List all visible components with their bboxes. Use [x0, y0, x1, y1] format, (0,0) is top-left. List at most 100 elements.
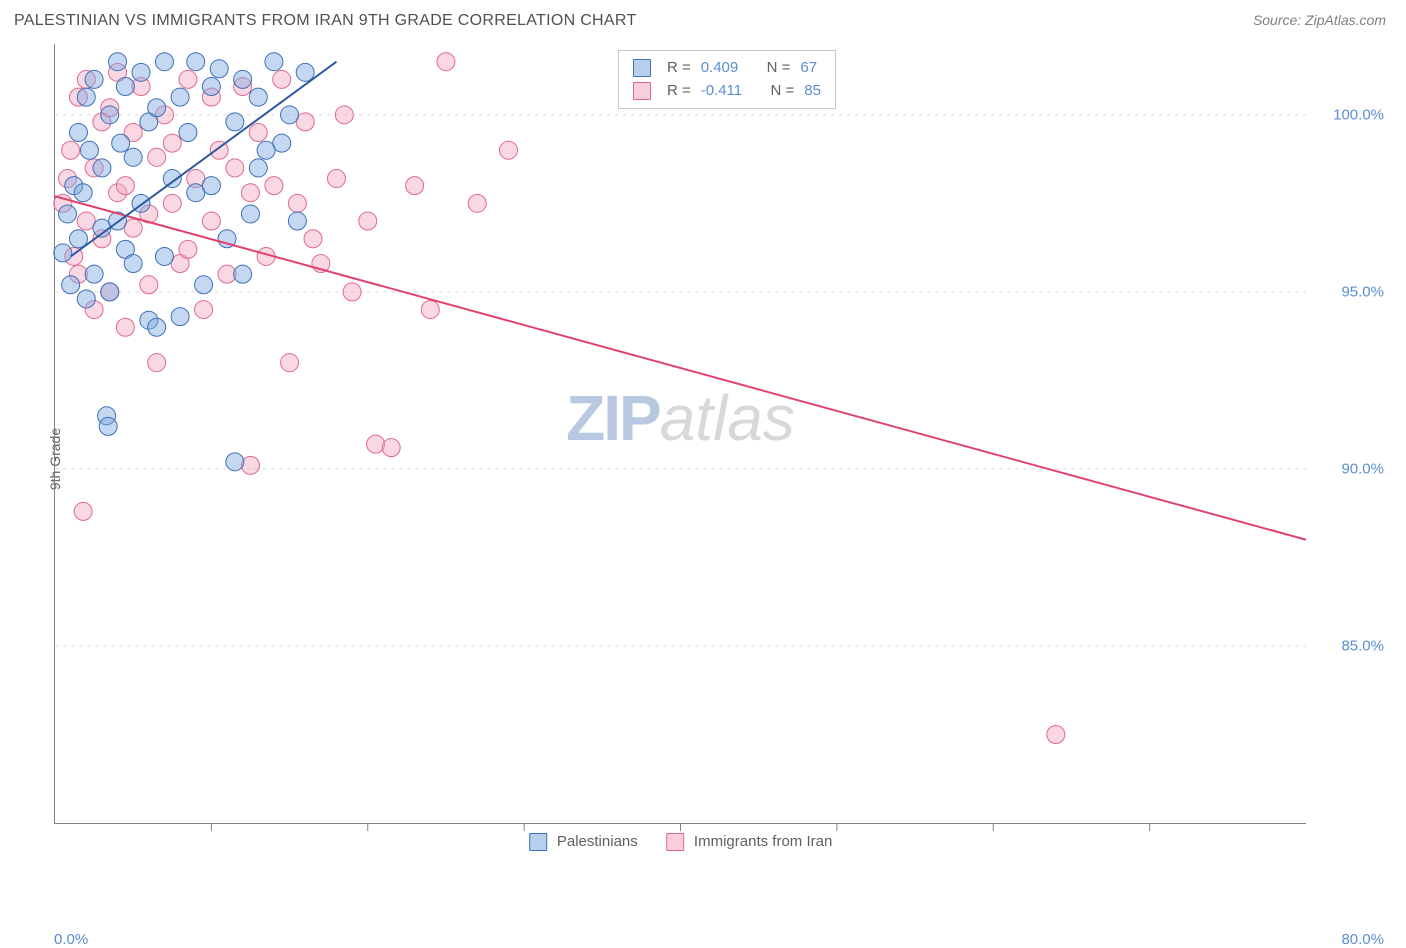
stats-legend-box: R = 0.409 N = 67 R = -0.411 N = 85: [618, 50, 836, 109]
data-point: [74, 502, 92, 520]
n-value-blue: 67: [800, 57, 817, 80]
data-point: [249, 88, 267, 106]
data-point: [155, 247, 173, 265]
legend-item-pink: Immigrants from Iran: [666, 833, 833, 851]
data-point: [195, 276, 213, 294]
data-point: [101, 106, 119, 124]
data-point: [85, 70, 103, 88]
data-point: [171, 308, 189, 326]
data-point: [257, 141, 275, 159]
swatch-blue-icon: [633, 59, 651, 77]
bottom-legend: Palestinians Immigrants from Iran: [529, 833, 833, 851]
data-point: [155, 53, 173, 71]
data-point: [62, 276, 80, 294]
data-point: [210, 60, 228, 78]
data-point: [116, 77, 134, 95]
data-point: [85, 265, 103, 283]
data-point: [241, 456, 259, 474]
data-point: [116, 177, 134, 195]
data-point: [241, 184, 259, 202]
x-tick-max: 80.0%: [1341, 931, 1384, 948]
data-point: [265, 177, 283, 195]
data-point: [163, 134, 181, 152]
r-label: R =: [667, 80, 691, 103]
data-point: [62, 141, 80, 159]
n-label: N =: [767, 57, 791, 80]
data-point: [179, 240, 197, 258]
data-point: [249, 159, 267, 177]
data-point: [288, 212, 306, 230]
data-point: [327, 170, 345, 188]
data-point: [499, 141, 517, 159]
data-point: [74, 184, 92, 202]
legend-label-blue: Palestinians: [557, 833, 638, 850]
data-point: [343, 283, 361, 301]
scatter-svg: [55, 44, 1306, 823]
data-point: [288, 194, 306, 212]
data-point: [124, 148, 142, 166]
n-value-pink: 85: [804, 80, 821, 103]
data-point: [226, 159, 244, 177]
trend-line: [55, 196, 1306, 539]
r-label: R =: [667, 57, 691, 80]
data-point: [421, 301, 439, 319]
data-point: [101, 283, 119, 301]
data-point: [202, 77, 220, 95]
swatch-blue-icon: [529, 833, 547, 851]
y-tick-label: 100.0%: [1312, 106, 1384, 123]
stats-row-blue: R = 0.409 N = 67: [633, 57, 821, 80]
data-point: [187, 53, 205, 71]
data-point: [468, 194, 486, 212]
data-point: [359, 212, 377, 230]
data-point: [367, 435, 385, 453]
data-point: [304, 230, 322, 248]
data-point: [437, 53, 455, 71]
swatch-pink-icon: [666, 833, 684, 851]
data-point: [77, 88, 95, 106]
data-point: [281, 106, 299, 124]
data-point: [54, 244, 72, 262]
data-point: [195, 301, 213, 319]
data-point: [59, 205, 77, 223]
data-point: [140, 276, 158, 294]
legend-label-pink: Immigrants from Iran: [694, 833, 832, 850]
data-point: [234, 70, 252, 88]
y-tick-label: 95.0%: [1312, 283, 1384, 300]
data-point: [171, 88, 189, 106]
data-point: [148, 148, 166, 166]
data-point: [249, 124, 267, 142]
data-point: [132, 63, 150, 81]
data-point: [406, 177, 424, 195]
y-tick-label: 90.0%: [1312, 460, 1384, 477]
data-point: [77, 290, 95, 308]
data-point: [226, 453, 244, 471]
data-point: [335, 106, 353, 124]
data-point: [69, 124, 87, 142]
data-point: [112, 134, 130, 152]
data-point: [148, 354, 166, 372]
chart-title: PALESTINIAN VS IMMIGRANTS FROM IRAN 9TH …: [14, 12, 637, 30]
data-point: [109, 53, 127, 71]
data-point: [1047, 725, 1065, 743]
y-tick-label: 85.0%: [1312, 637, 1384, 654]
chart-container: 9th Grade ZIPatlas R = 0.409 N = 67 R = …: [14, 44, 1386, 874]
data-point: [281, 354, 299, 372]
data-point: [226, 113, 244, 131]
n-label: N =: [770, 80, 794, 103]
x-tick-min: 0.0%: [54, 931, 88, 948]
r-value-blue: 0.409: [701, 57, 739, 80]
data-point: [179, 70, 197, 88]
stats-row-pink: R = -0.411 N = 85: [633, 80, 821, 103]
legend-item-blue: Palestinians: [529, 833, 638, 851]
data-point: [241, 205, 259, 223]
swatch-pink-icon: [633, 82, 651, 100]
data-point: [179, 124, 197, 142]
data-point: [296, 63, 314, 81]
data-point: [99, 417, 117, 435]
plot-area: ZIPatlas R = 0.409 N = 67 R = -0.411 N =…: [54, 44, 1306, 824]
data-point: [265, 53, 283, 71]
data-point: [148, 99, 166, 117]
data-point: [116, 318, 134, 336]
data-point: [202, 212, 220, 230]
source-attribution: Source: ZipAtlas.com: [1253, 12, 1386, 28]
